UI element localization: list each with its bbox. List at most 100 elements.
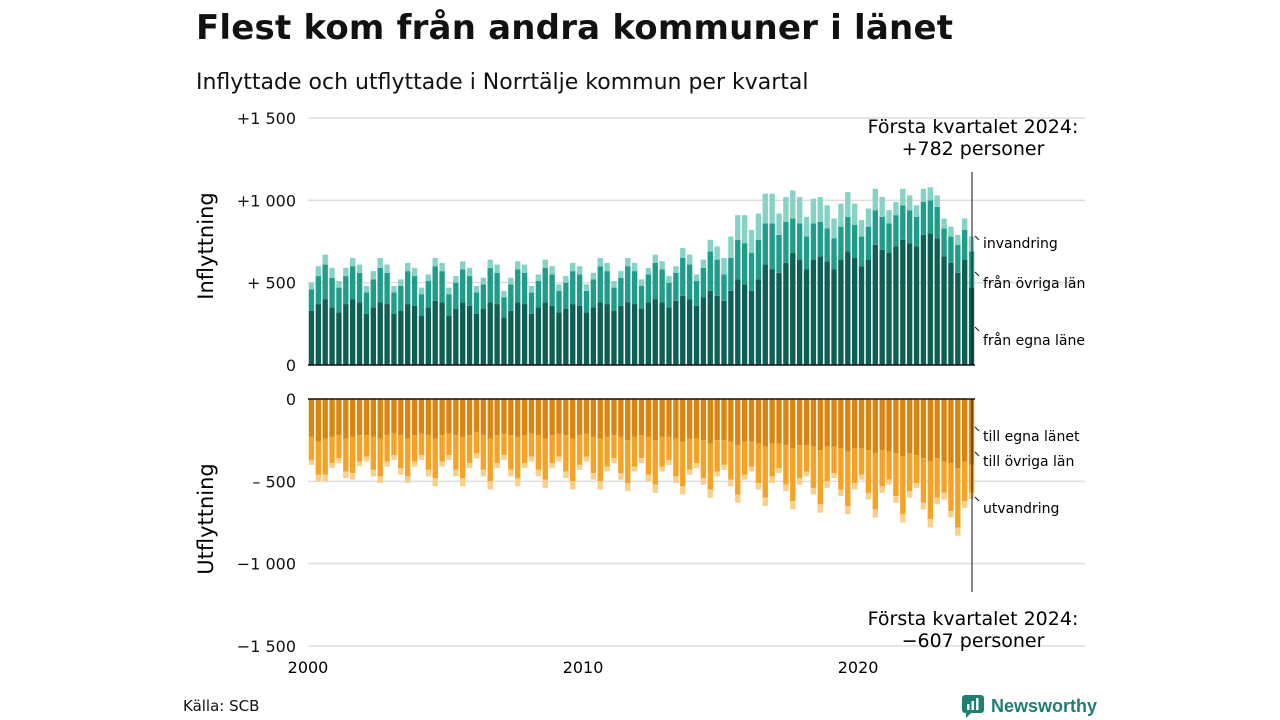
bar-in-own (783, 262, 789, 365)
bar-out-own (845, 399, 851, 452)
bar-in-own (748, 290, 755, 365)
bar-out-other (480, 435, 487, 470)
bar-in-immig (391, 285, 397, 293)
bar-out-own (817, 399, 823, 451)
bar-out-emig (446, 454, 452, 460)
bar-in-immig (913, 205, 920, 217)
bar-in-own (618, 305, 624, 365)
bar-out-other (934, 458, 940, 498)
bar-in-immig (384, 264, 390, 273)
bar-in-own (391, 313, 397, 365)
bar-out-emig (721, 464, 727, 470)
bar-out-other (473, 431, 480, 454)
bar-in-other (680, 257, 686, 296)
bar-in-other (384, 272, 390, 305)
outflow-bars (308, 399, 975, 536)
bar-out-own (432, 399, 438, 439)
bar-out-emig (528, 456, 535, 462)
newsworthy-logo-icon (962, 695, 984, 718)
bar-out-own (542, 399, 548, 439)
bar-in-own (776, 272, 782, 365)
bar-out-emig (962, 501, 968, 508)
bar-out-own (625, 399, 631, 441)
bar-in-immig (501, 290, 507, 298)
bar-in-immig (350, 257, 356, 267)
bar-in-immig (769, 193, 775, 224)
bar-in-own (556, 312, 562, 365)
bar-in-immig (631, 262, 638, 272)
bar-in-immig (796, 197, 803, 224)
bar-out-own (906, 399, 913, 454)
bar-out-own (356, 399, 363, 436)
bar-out-emig (356, 461, 363, 467)
bar-in-own (941, 256, 947, 365)
bar-in-immig (329, 267, 335, 278)
bar-in-own (906, 243, 913, 365)
bar-in-own (927, 233, 933, 365)
bar-out-own (521, 399, 528, 436)
chart-subtitle: Inflyttade och utflyttade i Norrtälje ko… (196, 70, 809, 95)
bar-in-immig (356, 264, 363, 273)
bar-out-own (611, 399, 617, 436)
bar-out-other (576, 435, 583, 465)
bar-in-other (748, 253, 755, 291)
bar-out-own (693, 399, 700, 439)
bar-out-emig (508, 469, 514, 477)
bar-in-own (796, 259, 803, 365)
bar-out-other (343, 438, 349, 472)
bar-in-own (542, 302, 548, 365)
bar-out-emig (439, 461, 445, 467)
bar-in-immig (363, 285, 370, 293)
bar-out-own (673, 399, 679, 439)
axes (308, 172, 975, 592)
bar-out-own (494, 399, 500, 436)
bar-out-own (508, 399, 514, 436)
bar-out-emig (377, 476, 383, 483)
bar-out-emig (838, 489, 844, 497)
bar-out-own (501, 399, 507, 434)
series-leader-in (974, 271, 980, 277)
bar-in-other (446, 294, 452, 316)
bar-out-emig (590, 473, 597, 480)
bar-in-other (810, 223, 817, 260)
bar-in-other (611, 287, 617, 311)
bar-in-own (893, 246, 899, 365)
bar-in-own (336, 312, 342, 365)
bar-in-immig (666, 276, 672, 283)
bar-in-immig (480, 277, 487, 285)
bar-in-other (865, 226, 872, 260)
bar-out-emig (411, 461, 418, 467)
bar-out-other (625, 440, 631, 483)
bar-in-own (693, 305, 700, 365)
bar-out-other (611, 435, 617, 459)
bar-in-immig (432, 257, 438, 267)
chart-title: Flest kom från andra kommuner i länet (196, 8, 954, 48)
bar-in-immig (370, 271, 376, 280)
bar-out-emig (680, 486, 686, 495)
bar-out-other (769, 443, 775, 477)
bar-in-immig (549, 266, 555, 275)
bar-out-emig (576, 464, 583, 470)
brand-logo[interactable]: Newsworthy (961, 694, 1097, 718)
bar-in-own (638, 309, 645, 365)
bar-in-own (721, 300, 727, 365)
bar-in-other (535, 281, 542, 308)
bar-in-other (831, 238, 837, 270)
bar-out-emig (762, 497, 768, 507)
bar-in-other (473, 292, 480, 314)
bar-in-immig (728, 236, 734, 258)
bar-out-own (920, 399, 927, 459)
bar-out-emig (625, 482, 631, 492)
bar-in-immig (693, 274, 700, 282)
bar-in-immig (405, 262, 411, 272)
y-tick-label-in: +1 500 (237, 109, 296, 128)
bar-out-other (927, 461, 933, 520)
bar-out-other (377, 438, 383, 477)
y-tick-label-in: 0 (286, 356, 296, 375)
bar-out-own (893, 399, 899, 454)
bar-out-own (838, 399, 844, 449)
bar-out-emig (783, 484, 789, 492)
bar-in-immig (962, 218, 968, 230)
bar-out-own (363, 399, 370, 436)
bar-out-own (343, 399, 349, 439)
